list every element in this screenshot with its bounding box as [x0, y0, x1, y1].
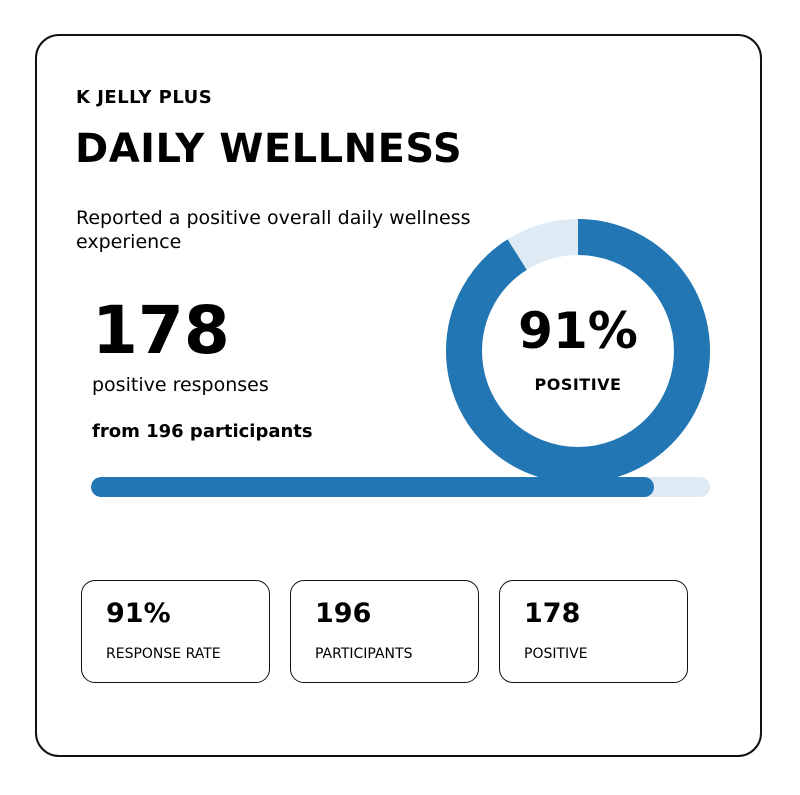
- page-title: DAILY WELLNESS: [75, 126, 463, 172]
- participants-line: from 196 participants: [92, 421, 313, 442]
- stat-card-response-rate: 91% RESPONSE RATE: [81, 580, 270, 683]
- stat-value: 91%: [106, 598, 171, 629]
- stat-label: PARTICIPANTS: [315, 646, 413, 662]
- stat-card-participants: 196 PARTICIPANTS: [290, 580, 479, 683]
- donut-arc: [446, 219, 710, 483]
- stat-label: POSITIVE: [524, 646, 588, 662]
- positive-donut-chart: [446, 219, 710, 483]
- donut-percentage: 91%: [518, 302, 638, 360]
- progress-bar: [91, 477, 710, 497]
- stat-value: 178: [524, 598, 581, 629]
- donut-caption: POSITIVE: [534, 375, 622, 394]
- description-text: Reported a positive overall daily wellne…: [76, 207, 471, 253]
- positive-count: 178: [92, 292, 230, 369]
- stat-label: RESPONSE RATE: [106, 646, 221, 662]
- stat-card-positive: 178 POSITIVE: [499, 580, 688, 683]
- progress-bar-fill: [91, 477, 655, 497]
- positive-count-caption: positive responses: [92, 374, 269, 396]
- stat-value: 196: [315, 598, 372, 629]
- brand-name: K JELLY PLUS: [76, 87, 213, 108]
